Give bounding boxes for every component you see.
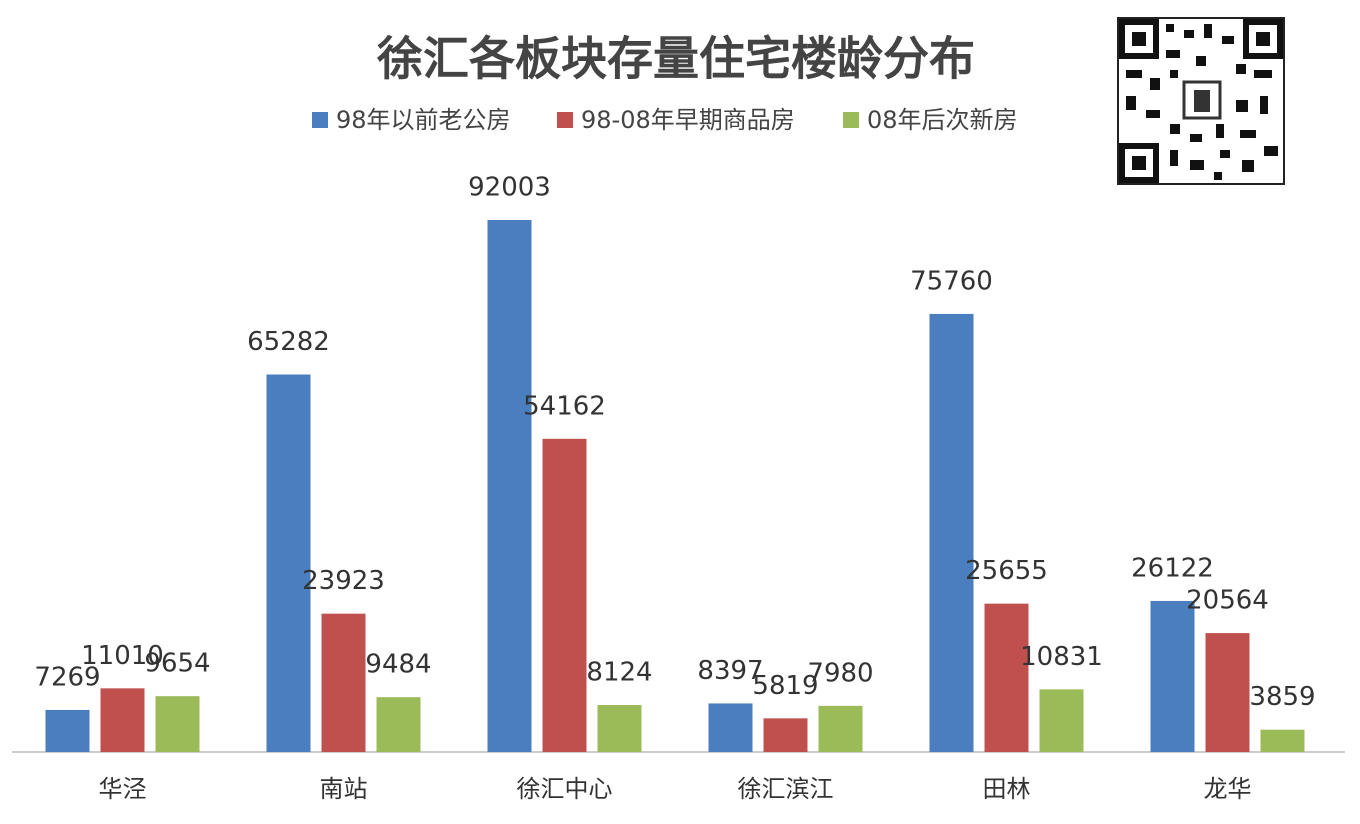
data-label: 3859 <box>1249 682 1315 712</box>
bar <box>1150 600 1195 752</box>
qr-code <box>1117 17 1285 185</box>
data-label: 92003 <box>468 173 551 203</box>
bar <box>763 718 808 752</box>
data-label: 26122 <box>1131 553 1214 583</box>
chart-title: 徐汇各板块存量住宅楼龄分布 <box>376 32 975 86</box>
bar <box>45 709 90 752</box>
legend-swatch <box>312 112 328 128</box>
data-label: 7269 <box>34 662 100 692</box>
bar <box>1205 633 1250 752</box>
data-label: 8397 <box>697 656 763 686</box>
bar <box>984 603 1029 752</box>
bar <box>542 438 587 752</box>
legend-swatch <box>843 112 859 128</box>
bar <box>155 696 200 752</box>
x-tick-label: 徐汇中心 <box>517 775 613 803</box>
legend-swatch <box>557 112 573 128</box>
bar <box>321 613 366 752</box>
x-tick-label: 南站 <box>320 775 368 803</box>
data-label: 23923 <box>302 566 385 596</box>
bar <box>1260 729 1305 752</box>
data-label: 8124 <box>586 658 652 688</box>
bar <box>1039 689 1084 752</box>
data-label: 54162 <box>523 391 606 421</box>
bar <box>597 705 642 752</box>
data-label: 9654 <box>144 649 210 679</box>
data-label: 5819 <box>752 671 818 701</box>
data-label: 11010 <box>81 641 164 671</box>
x-tick-label: 徐汇滨江 <box>738 775 834 803</box>
legend-label: 08年后次新房 <box>867 106 1018 134</box>
data-label: 65282 <box>247 327 330 357</box>
bar <box>487 220 532 752</box>
data-label: 25655 <box>965 556 1048 586</box>
legend-label: 98年以前老公房 <box>336 106 511 134</box>
x-tick-label: 华泾 <box>99 775 147 803</box>
bar <box>376 697 421 752</box>
bar <box>100 688 145 752</box>
bar <box>266 374 311 752</box>
data-label: 20564 <box>1186 586 1269 616</box>
x-tick-label: 田林 <box>983 775 1031 803</box>
data-label: 9484 <box>365 650 431 680</box>
data-label: 75760 <box>910 266 993 296</box>
legend-label: 98-08年早期商品房 <box>581 106 795 134</box>
bar <box>708 703 753 752</box>
bar <box>818 705 863 752</box>
data-label: 10831 <box>1020 642 1103 672</box>
bar <box>929 313 974 752</box>
x-tick-label: 龙华 <box>1204 775 1252 803</box>
data-label: 7980 <box>807 658 873 688</box>
